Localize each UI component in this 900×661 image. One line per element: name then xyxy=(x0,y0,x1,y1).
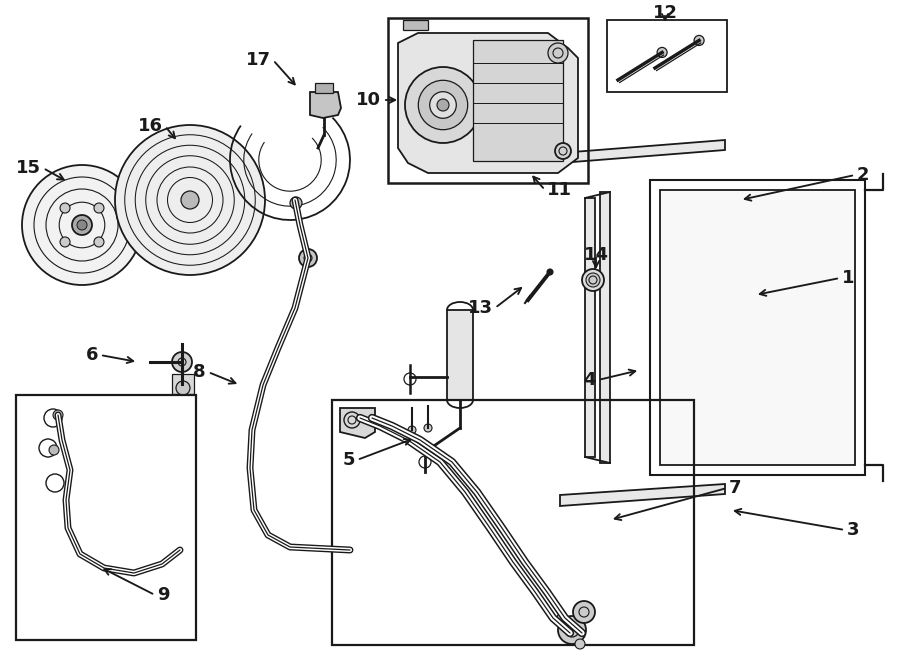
Text: 12: 12 xyxy=(652,4,678,22)
Bar xyxy=(447,310,473,400)
Text: 17: 17 xyxy=(246,51,271,69)
Bar xyxy=(16,395,196,640)
Circle shape xyxy=(94,237,104,247)
Circle shape xyxy=(115,125,265,275)
Text: 14: 14 xyxy=(583,246,608,264)
Circle shape xyxy=(408,426,416,434)
Text: 6: 6 xyxy=(86,346,98,364)
Bar xyxy=(332,400,694,645)
Polygon shape xyxy=(560,140,725,163)
Bar xyxy=(660,190,855,465)
Circle shape xyxy=(60,237,70,247)
Bar xyxy=(650,180,865,475)
Polygon shape xyxy=(398,33,578,173)
Circle shape xyxy=(405,67,481,143)
Text: 4: 4 xyxy=(583,371,596,389)
Text: 8: 8 xyxy=(194,363,206,381)
Text: 2: 2 xyxy=(857,166,869,184)
Text: 9: 9 xyxy=(157,586,169,604)
Circle shape xyxy=(94,203,104,213)
Circle shape xyxy=(582,269,604,291)
Circle shape xyxy=(176,381,190,395)
Circle shape xyxy=(557,613,567,623)
Polygon shape xyxy=(340,408,375,438)
Circle shape xyxy=(418,80,468,130)
Circle shape xyxy=(558,616,586,644)
Circle shape xyxy=(22,165,142,285)
Text: 5: 5 xyxy=(343,451,355,469)
Text: 16: 16 xyxy=(138,117,163,135)
Polygon shape xyxy=(560,484,725,506)
Text: 13: 13 xyxy=(468,299,493,317)
Bar xyxy=(585,198,595,457)
Circle shape xyxy=(424,424,432,432)
Text: 11: 11 xyxy=(547,181,572,199)
Bar xyxy=(600,192,610,463)
Text: 7: 7 xyxy=(729,479,742,497)
Bar xyxy=(388,18,588,183)
Polygon shape xyxy=(310,92,341,118)
Circle shape xyxy=(429,92,456,118)
Circle shape xyxy=(573,601,595,623)
Bar xyxy=(315,83,333,93)
Circle shape xyxy=(437,99,449,111)
Circle shape xyxy=(694,36,704,46)
Circle shape xyxy=(290,197,302,209)
Circle shape xyxy=(586,273,600,287)
Circle shape xyxy=(575,639,585,649)
Bar xyxy=(473,40,563,161)
Text: 3: 3 xyxy=(847,521,860,539)
Circle shape xyxy=(548,43,568,63)
Circle shape xyxy=(53,410,63,420)
Circle shape xyxy=(299,249,317,267)
Circle shape xyxy=(657,48,667,58)
Bar xyxy=(607,20,727,92)
Bar xyxy=(403,20,428,30)
Circle shape xyxy=(49,445,59,455)
Text: 10: 10 xyxy=(356,91,381,109)
Circle shape xyxy=(547,269,553,275)
Text: 15: 15 xyxy=(16,159,41,177)
Circle shape xyxy=(60,203,70,213)
Circle shape xyxy=(72,215,92,235)
Text: 1: 1 xyxy=(842,269,854,287)
Circle shape xyxy=(555,143,571,159)
Circle shape xyxy=(172,352,192,372)
Circle shape xyxy=(181,191,199,209)
Circle shape xyxy=(77,220,87,230)
Bar xyxy=(172,374,194,394)
